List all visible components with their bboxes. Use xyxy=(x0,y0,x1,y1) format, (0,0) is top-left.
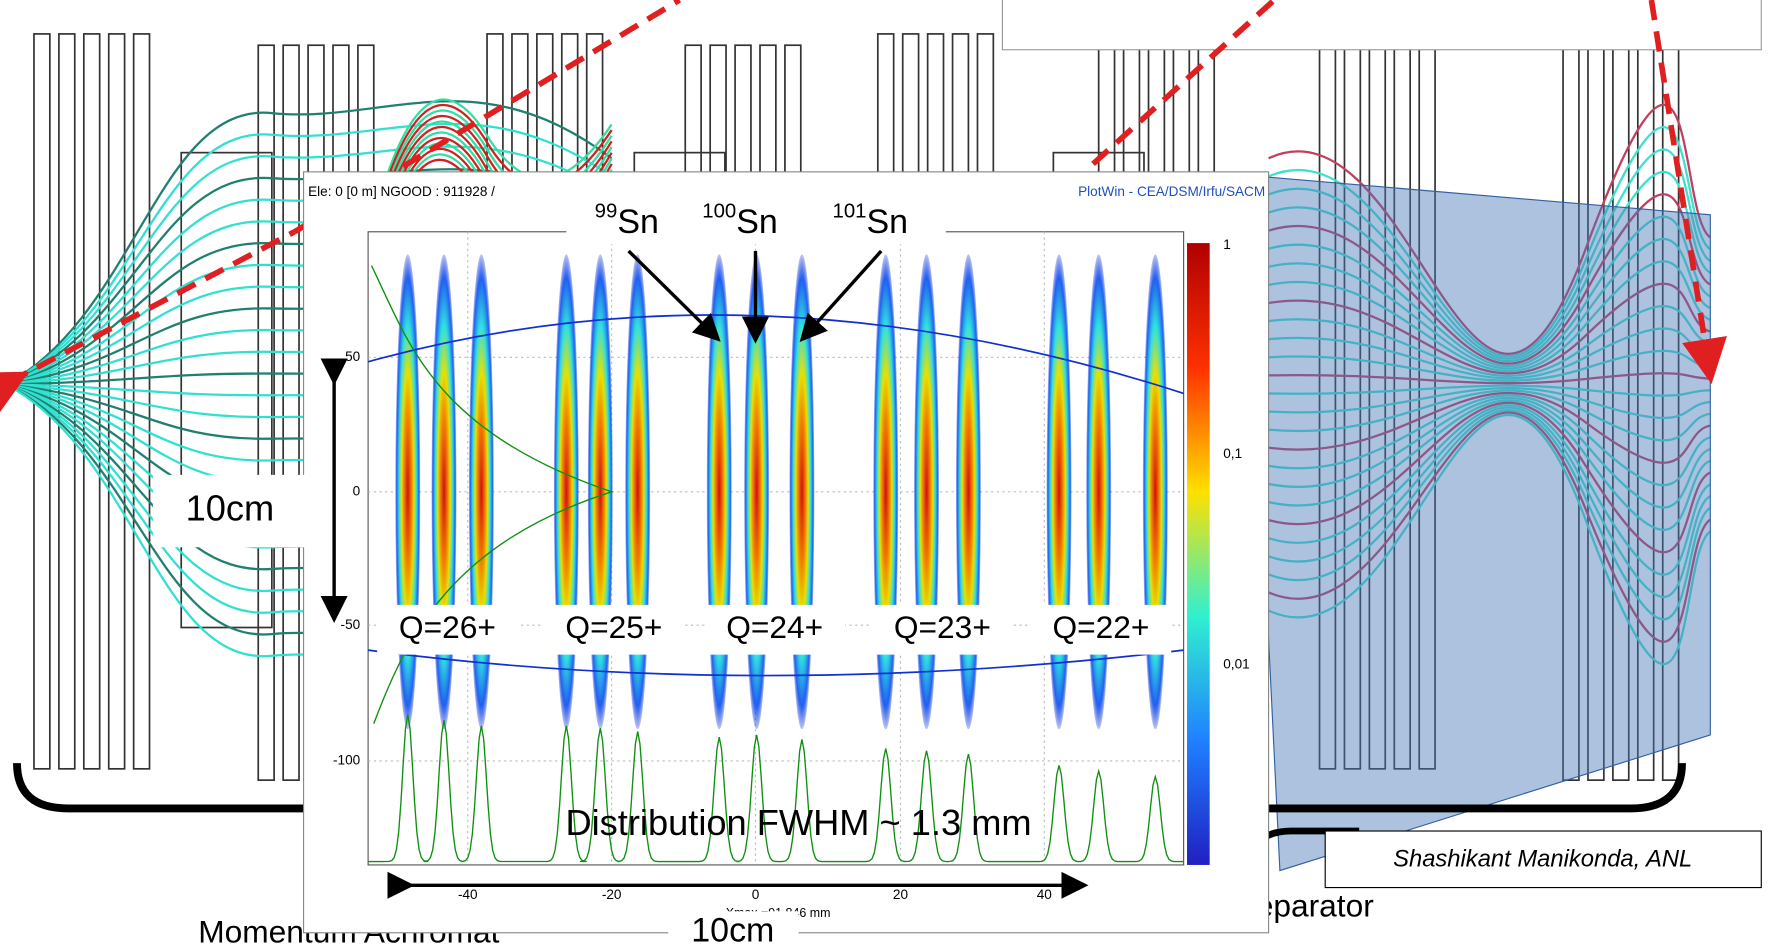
scale-label: 10cm xyxy=(186,488,275,529)
y-tick-label: -100 xyxy=(333,753,361,768)
top-box xyxy=(1001,0,1762,51)
pointer xyxy=(627,249,721,342)
charge-label: Q=22+ xyxy=(1052,609,1149,645)
plot-header: Ele: 0 [0 m] NGOOD : 911928 / xyxy=(308,184,495,199)
trajectory xyxy=(1268,282,1711,375)
dashed-arrow xyxy=(0,229,296,413)
label-box xyxy=(566,194,946,245)
magnet-plate xyxy=(257,44,275,781)
label-box xyxy=(377,604,518,655)
mass-number: 100 xyxy=(702,201,736,223)
magnet-plate xyxy=(282,44,300,781)
trajectory xyxy=(1268,215,1711,367)
magnet-plate xyxy=(82,33,101,770)
envelope xyxy=(367,314,1184,395)
trajectory xyxy=(1268,103,1712,355)
y-tick-label: 0 xyxy=(353,483,361,498)
label-box xyxy=(704,604,845,655)
trajectory xyxy=(1268,394,1711,487)
charge-label: Q=26+ xyxy=(399,609,496,645)
magnet-block xyxy=(180,151,273,629)
x-tick-label: -20 xyxy=(602,887,622,902)
colorbar-tick: 0,1 xyxy=(1223,446,1242,461)
trajectory xyxy=(1268,411,1711,643)
colorbar-tick: 1 xyxy=(1223,237,1231,252)
trajectory xyxy=(1268,305,1711,377)
plot-header: PlotWin - CEA/DSM/Irfu/SACM xyxy=(1078,184,1265,199)
isotope-label: 101Sn xyxy=(833,201,909,241)
beam-spot xyxy=(625,254,651,730)
y-tick-label: 50 xyxy=(345,349,361,364)
trajectory xyxy=(1268,170,1711,363)
trajectory xyxy=(1268,386,1711,420)
x-tick-label: 0 xyxy=(752,887,760,902)
x-tick-label: -40 xyxy=(458,887,478,902)
trajectory xyxy=(1268,260,1711,373)
element: Sn xyxy=(736,203,778,241)
label-box xyxy=(872,604,1013,655)
beam-spot xyxy=(789,254,815,730)
beam-spot xyxy=(914,254,939,730)
annotation: Distribution FWHM ~ 1.3 mm xyxy=(565,802,1031,843)
beam-spot xyxy=(468,254,494,730)
trajectory xyxy=(1268,384,1711,397)
beam-spot xyxy=(706,254,732,730)
trajectory xyxy=(5,100,613,386)
mass-number: 99 xyxy=(595,201,618,223)
scale-label: 10cm xyxy=(691,912,774,950)
y-tick-label: -50 xyxy=(341,617,361,632)
isotope-label: 99Sn xyxy=(595,201,659,241)
separator-plane xyxy=(1245,174,1711,872)
colorbar xyxy=(1187,243,1210,865)
pointer xyxy=(799,249,883,342)
label-box xyxy=(152,474,306,548)
trajectory xyxy=(1268,125,1711,358)
trajectory xyxy=(1268,396,1711,509)
isotope-labels: 99Sn 100Sn 101Sn xyxy=(595,201,908,241)
beam-spot xyxy=(1142,254,1168,730)
envelope xyxy=(368,649,1184,677)
label-box xyxy=(543,604,685,655)
element: Sn xyxy=(617,203,659,241)
x-tick-label: 40 xyxy=(1037,887,1053,902)
beam-spot xyxy=(587,254,613,730)
trajectory xyxy=(384,98,613,182)
beam-spot xyxy=(395,254,421,730)
colorbar-tick: 0,01 xyxy=(1223,656,1249,671)
beam-spot xyxy=(1046,254,1072,730)
charge-label: Q=24+ xyxy=(726,609,823,645)
magnet-plate xyxy=(107,33,126,770)
trajectory xyxy=(1268,401,1711,554)
trajectory xyxy=(5,122,613,386)
dashed-arrow xyxy=(1648,0,1727,385)
trajectory xyxy=(1268,409,1711,621)
trajectory xyxy=(1268,399,1711,531)
profile-curve xyxy=(368,714,1184,863)
trajectory xyxy=(1268,406,1711,599)
trajectory xyxy=(1268,389,1711,442)
charge-label: Q=23+ xyxy=(894,609,991,645)
label-box xyxy=(1030,604,1172,655)
mass-number: 101 xyxy=(833,201,867,223)
charge-label: Q=25+ xyxy=(565,609,662,645)
beam-spot xyxy=(553,254,579,730)
beam-spot xyxy=(955,254,981,730)
charge-labels: Q=26+ Q=25+ Q=24+ Q=23+ Q=22+ xyxy=(377,604,1172,655)
element: Sn xyxy=(867,203,909,241)
credit: Shashikant Manikonda, ANL xyxy=(1393,846,1692,873)
label-box xyxy=(668,911,799,952)
trajectory xyxy=(1268,391,1711,464)
isotope-label: 100Sn xyxy=(702,201,778,241)
trajectory xyxy=(1268,237,1711,370)
x-tick-label: 20 xyxy=(893,887,909,902)
dashed-line xyxy=(1091,0,1277,167)
credit-box xyxy=(1324,830,1762,889)
trajectory xyxy=(1268,404,1711,576)
trajectory xyxy=(1268,148,1711,360)
trajectory xyxy=(1268,413,1712,666)
